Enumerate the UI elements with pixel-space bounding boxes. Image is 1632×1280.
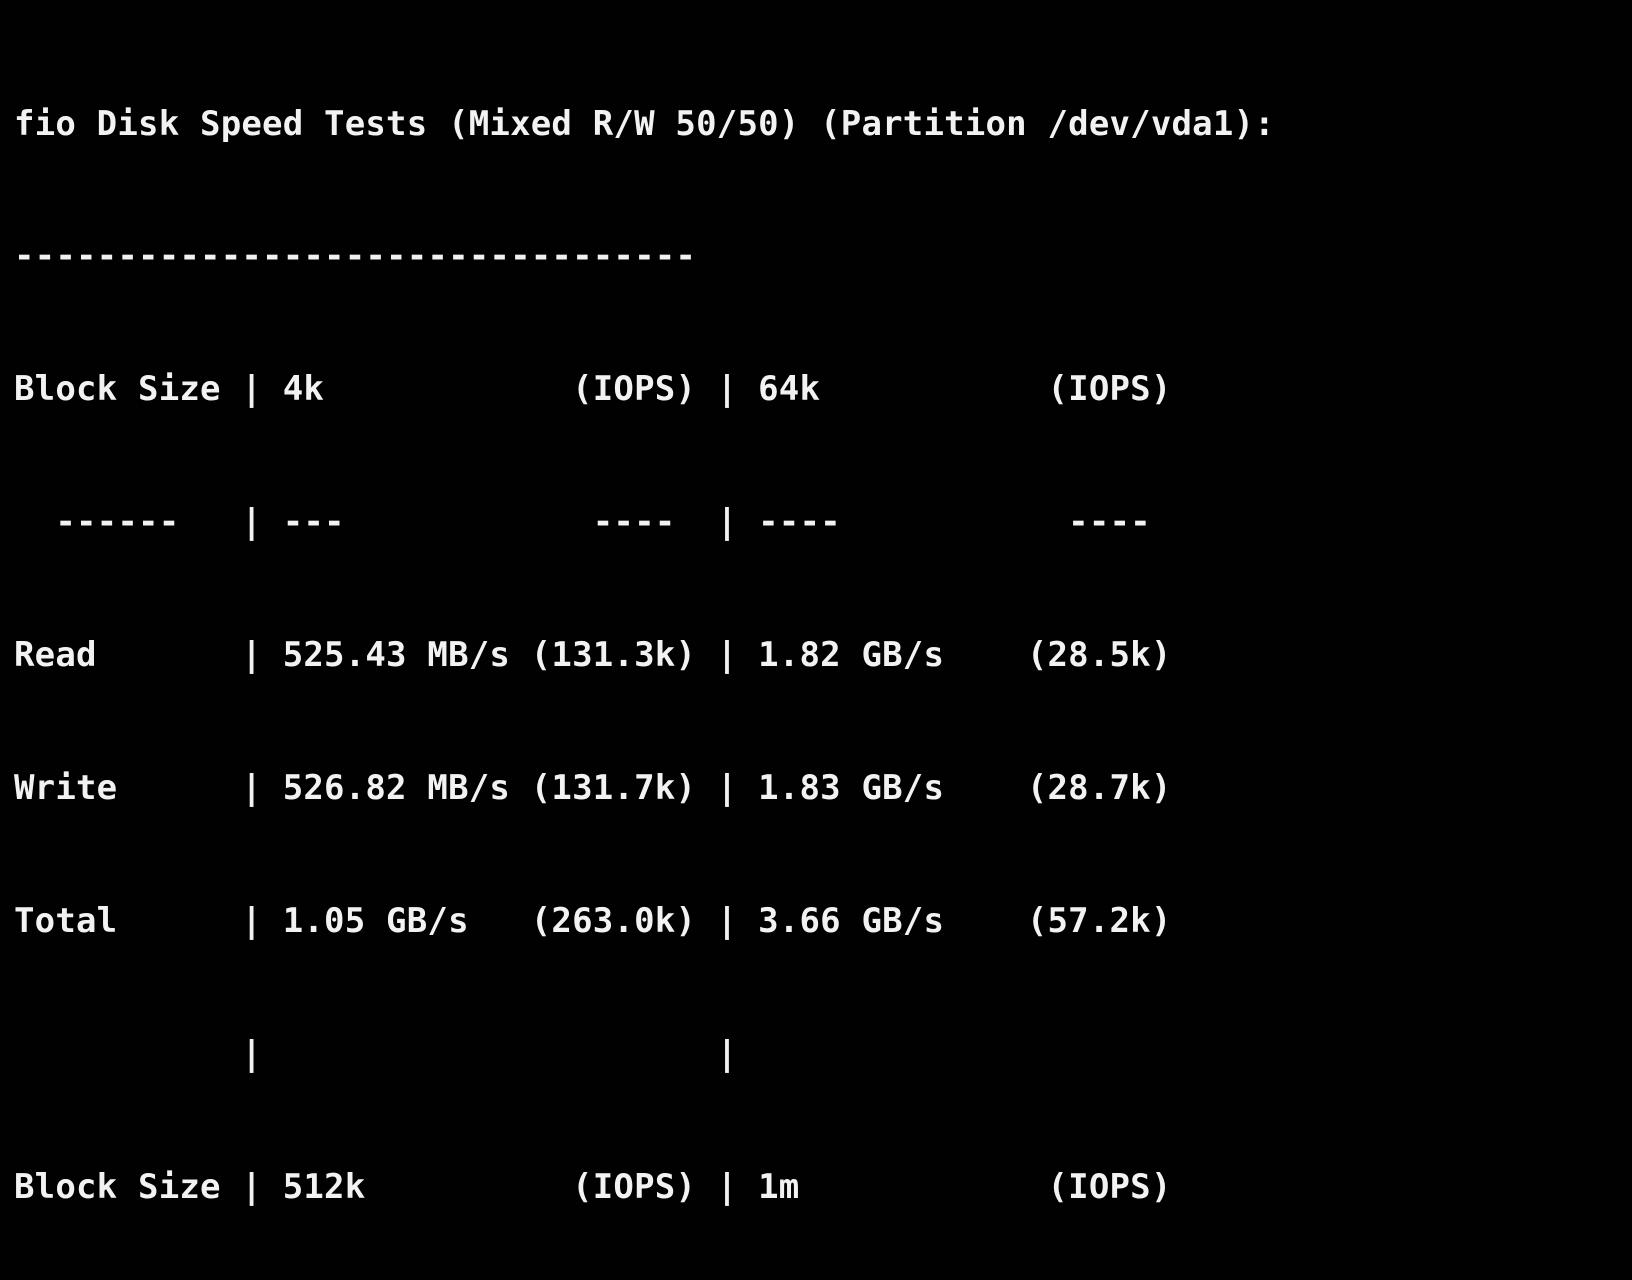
table1-separator-row: ------ | --- ---- | ---- ----	[14, 502, 1172, 543]
table1-total-row: Total | 1.05 GB/s (263.0k) | 3.66 GB/s (…	[14, 900, 1172, 941]
table1-header-row: Block Size | 4k (IOPS) | 64k (IOPS)	[14, 369, 1172, 410]
table-spacer-row: | |	[14, 1033, 738, 1074]
table1-write-row: Write | 526.82 MB/s (131.7k) | 1.83 GB/s…	[14, 768, 1172, 809]
fio-title-line: fio Disk Speed Tests (Mixed R/W 50/50) (…	[14, 103, 1275, 144]
terminal-window: fio Disk Speed Tests (Mixed R/W 50/50) (…	[14, 103, 1275, 1207]
table2-header-row: Block Size | 512k (IOPS) | 1m (IOPS)	[14, 1166, 1172, 1207]
title-underline: ---------------------------------	[14, 236, 697, 277]
